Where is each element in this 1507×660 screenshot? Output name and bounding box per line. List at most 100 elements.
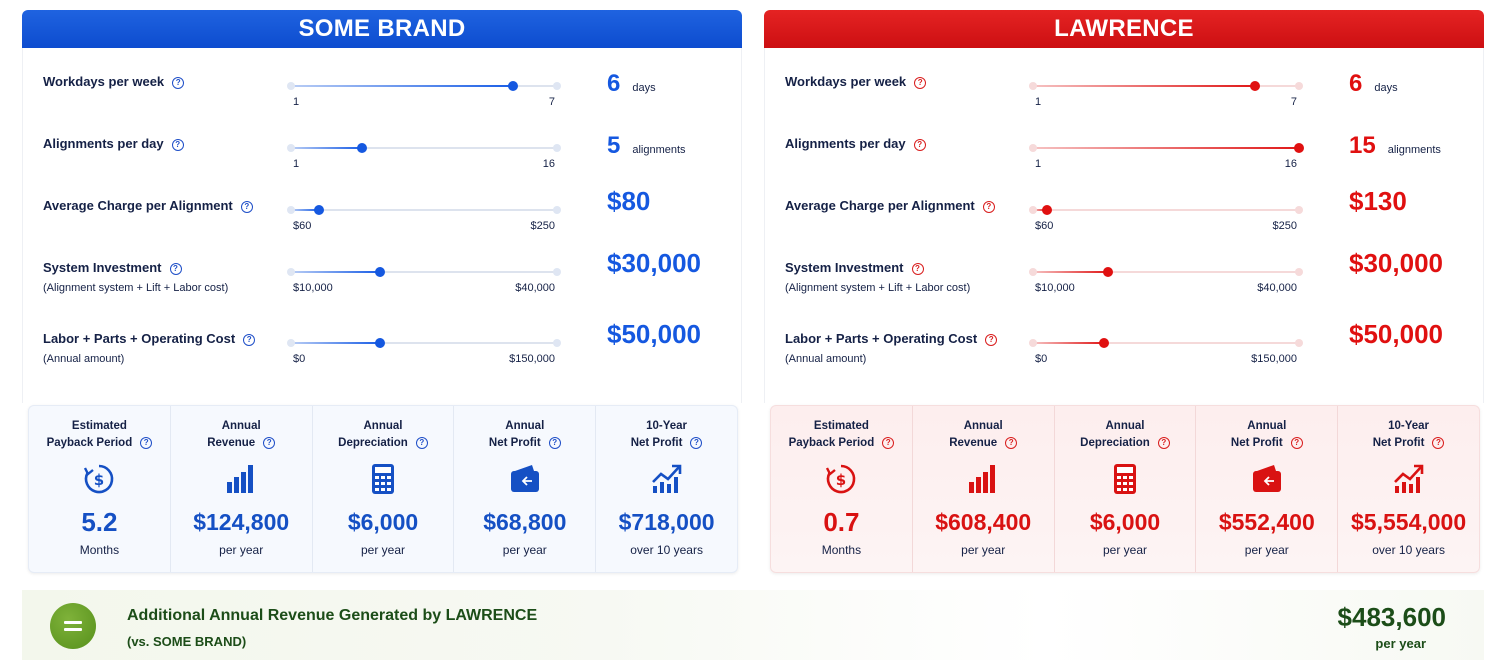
help-icon[interactable]: ? <box>169 263 182 275</box>
depreciation-value: $6,000 <box>347 509 419 535</box>
annual-revenue-value: $608,400 <box>935 509 1032 535</box>
payback-unit: Months <box>79 543 120 557</box>
ten-year-profit-unit: over 10 years <box>1372 543 1445 557</box>
help-icon[interactable]: ? <box>263 437 276 449</box>
alignments-slider[interactable]: 1 16 <box>1029 142 1304 172</box>
help-icon[interactable]: ? <box>240 201 253 213</box>
help-icon[interactable]: ? <box>1157 437 1170 449</box>
slider-thumb[interactable] <box>1042 205 1052 215</box>
help-icon[interactable]: ? <box>140 437 153 449</box>
help-icon[interactable]: ? <box>882 437 895 449</box>
slider-thumb[interactable] <box>1098 338 1109 348</box>
help-icon[interactable]: ? <box>243 334 256 346</box>
alignments-label: Alignments per day <box>785 136 906 151</box>
slider-thumb[interactable] <box>356 143 367 153</box>
help-icon[interactable]: ? <box>1290 437 1303 449</box>
operating-cost-row: Labor + Parts + Operating Cost? (Annual … <box>23 319 743 381</box>
help-icon[interactable]: ? <box>982 201 995 213</box>
investment-label: System Investment <box>43 260 162 275</box>
slider-max-label: $250 <box>530 220 555 232</box>
slider-track[interactable] <box>291 342 557 344</box>
alignments-slider[interactable]: 1 16 <box>287 142 561 172</box>
calculator-icon <box>1113 464 1136 494</box>
slider-end-cap <box>1295 82 1303 90</box>
help-icon[interactable]: ? <box>911 263 924 275</box>
slider-min-label: $0 <box>293 353 306 365</box>
annual-revenue-unit: per year <box>961 543 1006 557</box>
card-title-line2: Net Profit <box>1230 437 1283 449</box>
charge-row: Average Charge per Alignment? $60 $250 $… <box>23 186 743 248</box>
help-icon[interactable]: ? <box>548 437 561 449</box>
summary-subtitle: (vs. SOME BRAND) <box>127 634 247 649</box>
help-icon[interactable]: ? <box>171 139 184 151</box>
depreciation-card: Annual Depreciation? $6,000 per year <box>311 406 454 572</box>
slider-thumb[interactable] <box>374 267 385 277</box>
operating-cost-label: Labor + Parts + Operating Cost <box>43 331 236 346</box>
help-icon[interactable]: ? <box>914 77 927 89</box>
card-title-line2: Revenue <box>949 437 998 449</box>
slider-max-label: 7 <box>548 96 555 108</box>
calculator-icon <box>371 464 394 494</box>
slider-track[interactable] <box>1033 271 1299 273</box>
help-icon[interactable]: ? <box>1432 437 1445 449</box>
card-title-line1: Annual <box>1105 420 1145 432</box>
card-title-line2: Net Profit <box>1372 437 1425 449</box>
charge-slider[interactable]: $60 $250 <box>1029 204 1303 234</box>
slider-track[interactable] <box>291 147 557 149</box>
slider-fill <box>291 209 319 211</box>
slider-thumb[interactable] <box>1249 81 1260 91</box>
charge-label: Average Charge per Alignment <box>43 198 233 213</box>
value-number: 6 <box>1349 70 1363 97</box>
ten-year-profit-card: 10-Year Net Profit? $5,554,000 over 10 ye… <box>1337 406 1479 572</box>
operating-cost-sublabel: (Annual amount) <box>43 353 125 365</box>
help-icon[interactable]: ? <box>1005 437 1018 449</box>
operating-cost-slider[interactable]: $0 $150,000 <box>287 337 561 367</box>
slider-min-label: 1 <box>1035 96 1042 108</box>
slider-max-label: 16 <box>1284 158 1297 170</box>
charge-slider[interactable]: $60 $250 <box>287 204 561 234</box>
value-number: $130 <box>1349 186 1407 216</box>
card-title-line1: 10-Year <box>1388 420 1430 432</box>
slider-start-cap <box>1029 82 1037 90</box>
panel-title: LAWRENCE <box>764 10 1484 48</box>
slider-thumb[interactable] <box>314 205 324 215</box>
wallet-icon <box>510 465 539 492</box>
slider-thumb[interactable] <box>374 338 385 348</box>
workdays-label: Workdays per week <box>43 74 165 89</box>
depreciation-card: Annual Depreciation? $6,000 per year <box>1053 406 1196 572</box>
workdays-slider[interactable]: 1 7 <box>1029 80 1303 110</box>
card-title-line1: Annual <box>363 420 403 432</box>
slider-start-cap <box>1029 206 1037 214</box>
workdays-label: Workdays per week <box>785 74 907 89</box>
input-section: Workdays per week? 1 7 6 days Alignments … <box>22 48 742 403</box>
slider-start-cap <box>287 268 295 276</box>
slider-fill <box>1033 147 1299 149</box>
help-icon[interactable]: ? <box>913 139 926 151</box>
slider-track[interactable] <box>291 271 557 273</box>
depreciation-value: $6,000 <box>1089 509 1161 535</box>
slider-thumb[interactable] <box>507 81 518 91</box>
slider-thumb[interactable] <box>1103 267 1114 277</box>
svg-text:$: $ <box>836 471 846 489</box>
slider-track[interactable] <box>1033 209 1299 211</box>
bar-chart-icon <box>969 465 996 493</box>
help-icon[interactable]: ? <box>690 437 703 449</box>
slider-end-cap <box>553 82 561 90</box>
slider-track[interactable] <box>1033 342 1299 344</box>
workdays-slider[interactable]: 1 7 <box>287 80 561 110</box>
slider-end-cap <box>1295 339 1303 347</box>
help-icon[interactable]: ? <box>985 334 998 346</box>
help-icon[interactable]: ? <box>415 437 428 449</box>
slider-track[interactable] <box>291 209 557 211</box>
help-icon[interactable]: ? <box>172 77 185 89</box>
investment-slider[interactable]: $10,000 $40,000 <box>287 266 561 296</box>
card-title-line1: Annual <box>1247 420 1287 432</box>
alignments-label: Alignments per day <box>43 136 164 151</box>
operating-cost-slider[interactable]: $0 $150,000 <box>1029 337 1303 367</box>
results-section: Estimated Payback Period? $ 5.2 Months An… <box>28 405 738 573</box>
charge-label: Average Charge per Alignment <box>785 198 975 213</box>
slider-thumb[interactable] <box>1294 143 1304 153</box>
investment-slider[interactable]: $10,000 $40,000 <box>1029 266 1303 296</box>
slider-max-label: $40,000 <box>1257 282 1297 294</box>
payback-card: Estimated Payback Period? $ 0.7 Months <box>771 406 912 572</box>
